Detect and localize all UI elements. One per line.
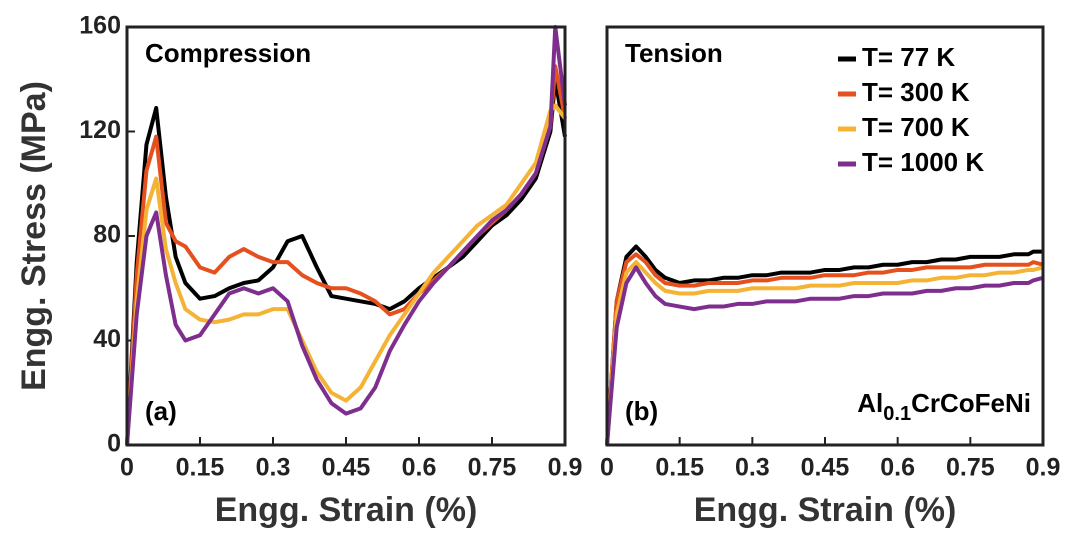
x-tick-label: 0.15 bbox=[176, 454, 225, 482]
x-axis-label: Engg. Strain (%) bbox=[215, 491, 478, 529]
legend-label: T= 300 K bbox=[862, 77, 970, 107]
y-tick-label: 80 bbox=[93, 221, 121, 249]
panel-label: (b) bbox=[625, 396, 658, 426]
y-axis-label: Engg. Stress (MPa) bbox=[15, 81, 53, 391]
plot-frame bbox=[125, 25, 567, 447]
y-tick-label: 160 bbox=[79, 12, 121, 40]
panel-title: Compression bbox=[145, 38, 311, 68]
series-line bbox=[605, 244, 1043, 446]
x-tick-label: 0.75 bbox=[946, 454, 995, 482]
legend-label: T= 1000 K bbox=[862, 147, 984, 177]
series-line bbox=[125, 25, 567, 446]
x-tick-label: 0.9 bbox=[548, 454, 583, 482]
series-line bbox=[125, 64, 567, 446]
panel: 0 0.15 0.3 0.45 0.6 0.75 0.9 Tension (b) Al0.1CrC… bbox=[600, 25, 1061, 529]
legend-label: T= 77 K bbox=[862, 42, 955, 72]
plot-frame bbox=[605, 25, 1045, 447]
series-line bbox=[125, 77, 567, 446]
x-tick-label: 0 bbox=[120, 454, 134, 482]
formula-part: 0.1 bbox=[883, 403, 911, 425]
x-tick-label: 0.3 bbox=[256, 454, 291, 482]
series-line bbox=[125, 103, 567, 446]
y-tick-label: 40 bbox=[93, 325, 121, 353]
series-line bbox=[605, 260, 1044, 446]
x-tick-label: 0.3 bbox=[735, 454, 770, 482]
x-tick-label: 0.9 bbox=[1026, 454, 1061, 482]
panel-label: (a) bbox=[145, 396, 177, 426]
x-tick-label: 0.45 bbox=[801, 454, 850, 482]
x-tick-label: 0 bbox=[600, 454, 614, 482]
x-tick-label: 0.6 bbox=[880, 454, 915, 482]
x-tick-label: 0.45 bbox=[322, 454, 371, 482]
y-tick-label: 0 bbox=[107, 430, 121, 458]
y-tick-label: 120 bbox=[79, 116, 121, 144]
formula-part: Al bbox=[857, 388, 883, 418]
panel: 0 0.15 0.3 0.45 0.6 0.75 0.9 0 40 80 120 160 Compres… bbox=[15, 12, 582, 529]
panel-title: Tension bbox=[625, 38, 723, 68]
x-tick-label: 0.75 bbox=[468, 454, 517, 482]
x-tick-label: 0.15 bbox=[655, 454, 704, 482]
x-axis-label: Engg. Strain (%) bbox=[694, 491, 957, 529]
formula: Al0.1CrCoFeNi bbox=[857, 388, 1031, 425]
series-line bbox=[605, 265, 1044, 446]
series-line bbox=[605, 252, 1044, 446]
legend-label: T= 700 K bbox=[862, 112, 970, 142]
x-tick-label: 0.6 bbox=[402, 454, 437, 482]
formula-part: CrCoFeNi bbox=[911, 388, 1031, 418]
